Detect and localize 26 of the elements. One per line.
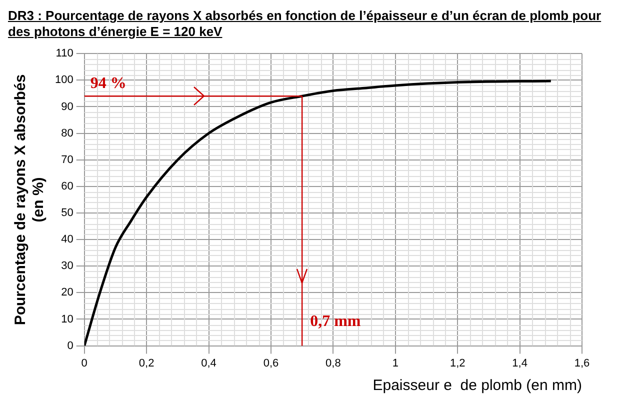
y-axis-title: Pourcentage de rayons X absorbés (en %) xyxy=(12,74,48,326)
x-tick-label: 0,2 xyxy=(138,357,154,370)
y-tick-label: 110 xyxy=(56,48,74,60)
y-tick-label: 20 xyxy=(61,286,74,299)
x-tick-label: 0,4 xyxy=(201,357,216,370)
y-tick-label: 0 xyxy=(67,340,74,352)
x-tick-label: 1 xyxy=(392,357,398,370)
x-tick-label: 1,4 xyxy=(512,357,528,370)
x-tick-label: 1,2 xyxy=(450,357,466,370)
y-tick-label: 60 xyxy=(61,180,74,192)
chart-title: DR3 : Pourcentage de rayons X absorbés en fonction de l’épaisseur e d’un écran de plomb pour des photons d’énergie E = 120 keV xyxy=(8,8,602,40)
ref-line-label: 0,7 mm xyxy=(310,312,362,330)
x-tick-label: 0 xyxy=(81,357,88,370)
y-tick-label: 40 xyxy=(61,234,74,246)
y-tick-label: 90 xyxy=(61,100,74,113)
x-tick-label: 0,6 xyxy=(263,357,279,370)
y-tick-label: 70 xyxy=(61,154,74,166)
x-tick-label: 1,6 xyxy=(574,357,590,370)
x-axis-title: Epaisseur e de plomb (en mm) xyxy=(372,377,582,394)
y-tick-label: 80 xyxy=(61,127,74,140)
y-tick-label: 50 xyxy=(61,207,74,220)
y-tick-label: 100 xyxy=(54,74,74,86)
y-tick-label: 10 xyxy=(61,313,74,326)
y-tick-label: 30 xyxy=(61,260,74,272)
x-tick-label: 0,8 xyxy=(326,357,341,370)
ref-line-label: 94 % xyxy=(90,75,126,92)
